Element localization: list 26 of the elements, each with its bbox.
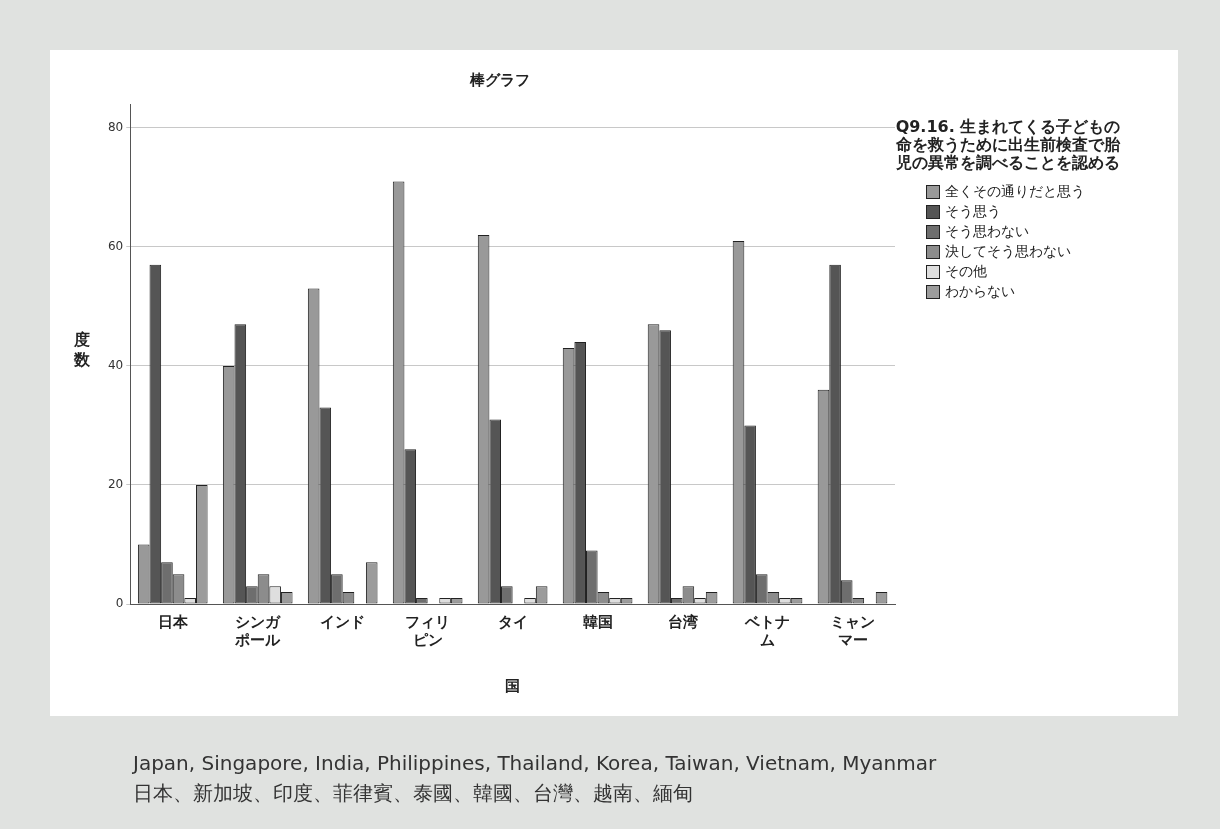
legend-label: そう思う xyxy=(945,203,1001,221)
y-tick-label: 40 xyxy=(107,358,124,373)
legend-label: 決してそう思わない xyxy=(945,243,1071,261)
text: Japan, Singapore, India, Philippines, Thailand, Korea, Taiwan, Vietnam, Myanmar xyxy=(133,750,937,777)
y-tick-label: 60 xyxy=(107,238,124,253)
legend-label: その他 xyxy=(945,263,987,281)
x-tick-label: シンガポール xyxy=(234,612,282,649)
legend-label: 全くその通りだと思う xyxy=(945,183,1085,201)
legend-label: わからない xyxy=(945,283,1015,301)
chart-title: 棒グラフ xyxy=(469,70,530,89)
x-tick-label: タイ xyxy=(497,612,528,631)
y-axis-title: 度数 xyxy=(73,330,91,370)
x-tick-label: 韓国 xyxy=(582,612,613,631)
x-tick-label: インド xyxy=(320,612,366,631)
legend-label: そう思わない xyxy=(945,223,1029,241)
x-tick-label: 日本 xyxy=(157,612,189,631)
y-tick-label: 0 xyxy=(115,596,124,611)
x-tick-label: 台湾 xyxy=(667,612,698,631)
x-tick-label: フィリピン xyxy=(405,612,451,649)
text: 日本、新加坡、印度、菲律賓、泰國、韓國、台灣、越南、緬甸 xyxy=(133,780,694,807)
y-tick-label: 20 xyxy=(107,477,124,492)
x-axis-title: 国 xyxy=(505,676,521,695)
x-tick-label: ミャンマー xyxy=(830,612,876,649)
y-tick-label: 80 xyxy=(107,119,124,134)
legend-title: Q9.16. 生まれてくる子どもの命を救うために出生前検査で胎児の異常を調べることを認める xyxy=(894,117,1122,172)
x-tick-label: ベトナム xyxy=(744,612,791,649)
